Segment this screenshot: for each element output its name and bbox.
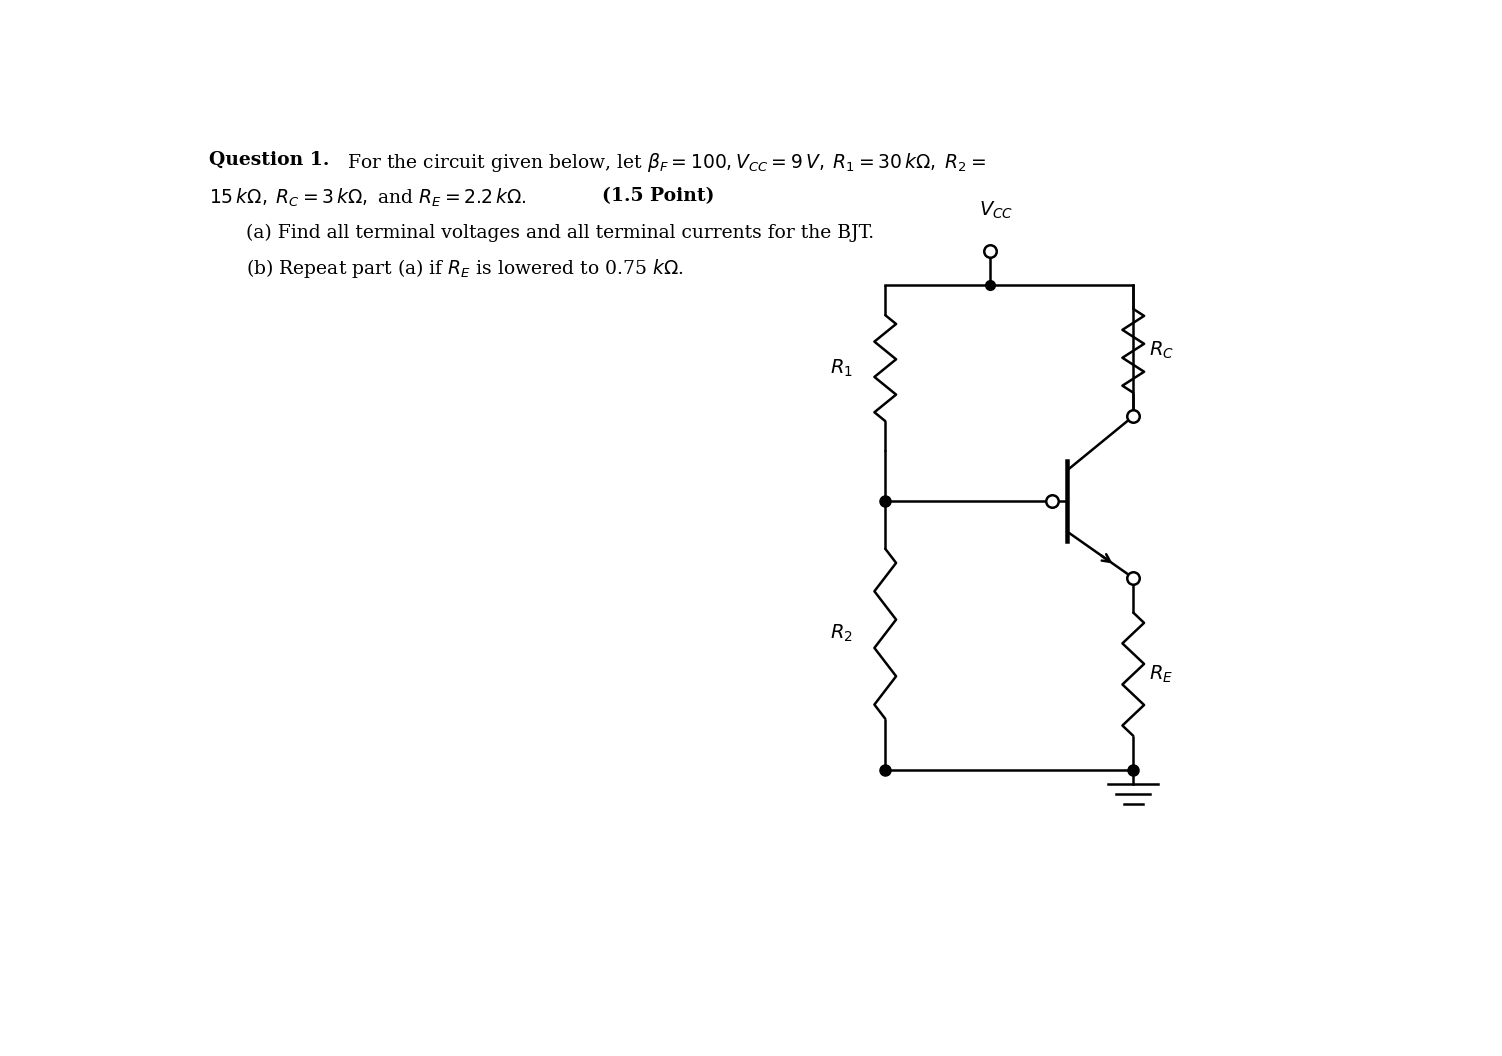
Text: $V_{CC}$: $V_{CC}$	[979, 201, 1014, 222]
Text: For the circuit given below, let $\beta_F = 100, V_{CC} = 9\,V,\;R_1 = 30\,k\Ome: For the circuit given below, let $\beta_…	[347, 151, 985, 173]
Text: $R_C$: $R_C$	[1149, 340, 1173, 361]
Text: $R_2$: $R_2$	[831, 623, 853, 644]
Text: (b) Repeat part (a) if $R_E$ is lowered to 0.75 $k\Omega$.: (b) Repeat part (a) if $R_E$ is lowered …	[246, 257, 683, 280]
Text: $R_E$: $R_E$	[1149, 663, 1173, 685]
Text: Question 1.: Question 1.	[209, 151, 330, 169]
Text: $15\,k\Omega,\; R_C = 3\,k\Omega,$ and $R_E = 2.2\,k\Omega.$: $15\,k\Omega,\; R_C = 3\,k\Omega,$ and $…	[209, 187, 533, 209]
Text: (1.5 Point): (1.5 Point)	[602, 187, 715, 205]
Text: (a) Find all terminal voltages and all terminal currents for the BJT.: (a) Find all terminal voltages and all t…	[246, 224, 874, 242]
Text: $R_1$: $R_1$	[829, 358, 853, 379]
